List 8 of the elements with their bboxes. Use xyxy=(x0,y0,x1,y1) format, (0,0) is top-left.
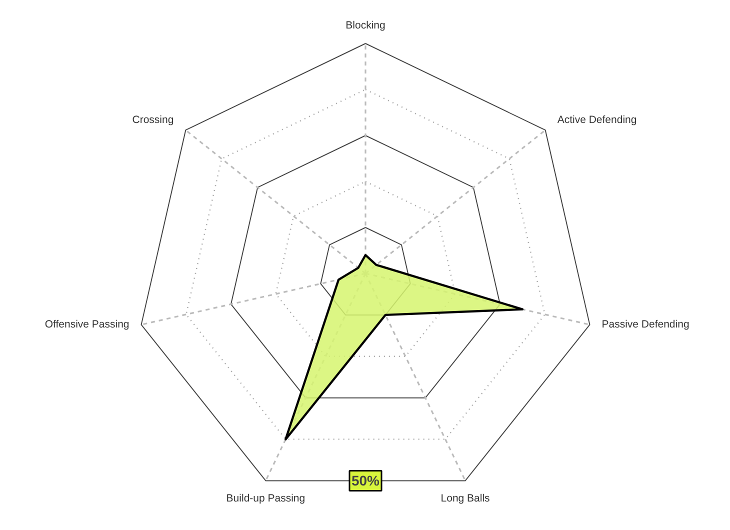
spoke-label: Build-up Passing xyxy=(226,492,306,505)
spoke-label: Offensive Passing xyxy=(44,318,130,331)
spoke-label: Crossing xyxy=(132,114,174,126)
spoke-label: Blocking xyxy=(346,20,386,32)
spoke-label: Long Balls xyxy=(440,492,490,505)
spoke-label: Active Defending xyxy=(557,114,637,126)
text: 50% xyxy=(351,472,380,489)
spoke-label: Passive Defending xyxy=(602,318,690,331)
